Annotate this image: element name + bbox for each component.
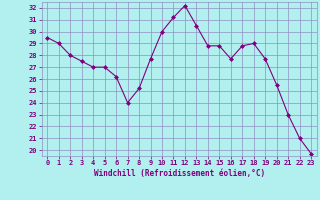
X-axis label: Windchill (Refroidissement éolien,°C): Windchill (Refroidissement éolien,°C) [94, 169, 265, 178]
